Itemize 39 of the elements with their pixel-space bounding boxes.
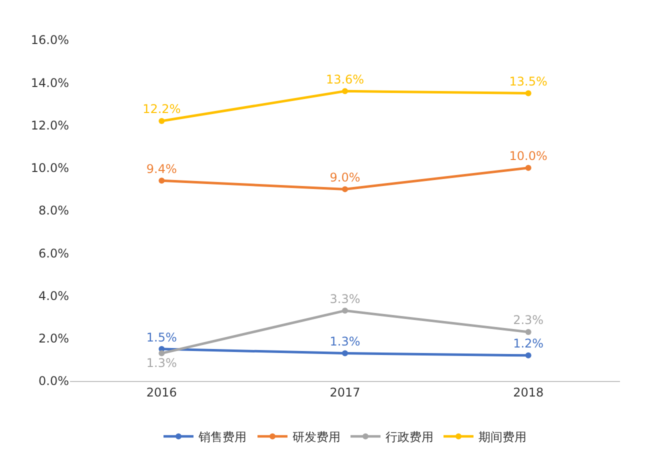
data-label: 9.4% — [146, 162, 177, 176]
point — [525, 164, 532, 171]
y-tick-label: 0.0% — [38, 374, 69, 388]
data-label: 1.3% — [330, 334, 360, 349]
data-label: 1.5% — [146, 330, 177, 344]
point — [158, 350, 165, 356]
point — [158, 118, 165, 124]
data-label: 1.2% — [513, 336, 544, 351]
x-tick-label: 2017 — [330, 385, 360, 400]
x-tick-label: 2018 — [513, 385, 544, 400]
legend-label: 行政费用 — [386, 430, 434, 444]
data-label: 12.2% — [142, 102, 181, 116]
y-tick-label: 4.0% — [38, 288, 69, 303]
point — [342, 308, 348, 314]
y-tick-label: 10.0% — [30, 161, 69, 176]
legend-label: 销售费用 — [198, 430, 246, 444]
legend-label: 研发费用 — [292, 430, 340, 444]
data-label: 2.3% — [513, 313, 544, 328]
point — [342, 88, 348, 94]
point — [158, 178, 165, 184]
data-label: 9.0% — [330, 170, 360, 184]
point — [342, 186, 348, 192]
data-label: 1.3% — [146, 356, 177, 370]
y-tick-label: 8.0% — [38, 204, 69, 218]
point — [525, 352, 532, 358]
y-tick-label: 6.0% — [38, 246, 69, 260]
y-tick-label: 14.0% — [30, 76, 69, 90]
y-tick-label: 12.0% — [30, 118, 69, 132]
x-tick-label: 2016 — [146, 385, 177, 400]
point — [342, 350, 348, 356]
data-label: 13.6% — [326, 72, 364, 86]
point — [525, 90, 532, 96]
data-label: 3.3% — [330, 292, 360, 306]
point — [525, 328, 532, 335]
data-label: 13.5% — [509, 74, 548, 89]
legend-label: 期间费用 — [478, 430, 526, 444]
y-tick-label: 2.0% — [38, 332, 69, 346]
y-tick-label: 16.0% — [30, 33, 69, 48]
data-label: 10.0% — [509, 149, 548, 164]
